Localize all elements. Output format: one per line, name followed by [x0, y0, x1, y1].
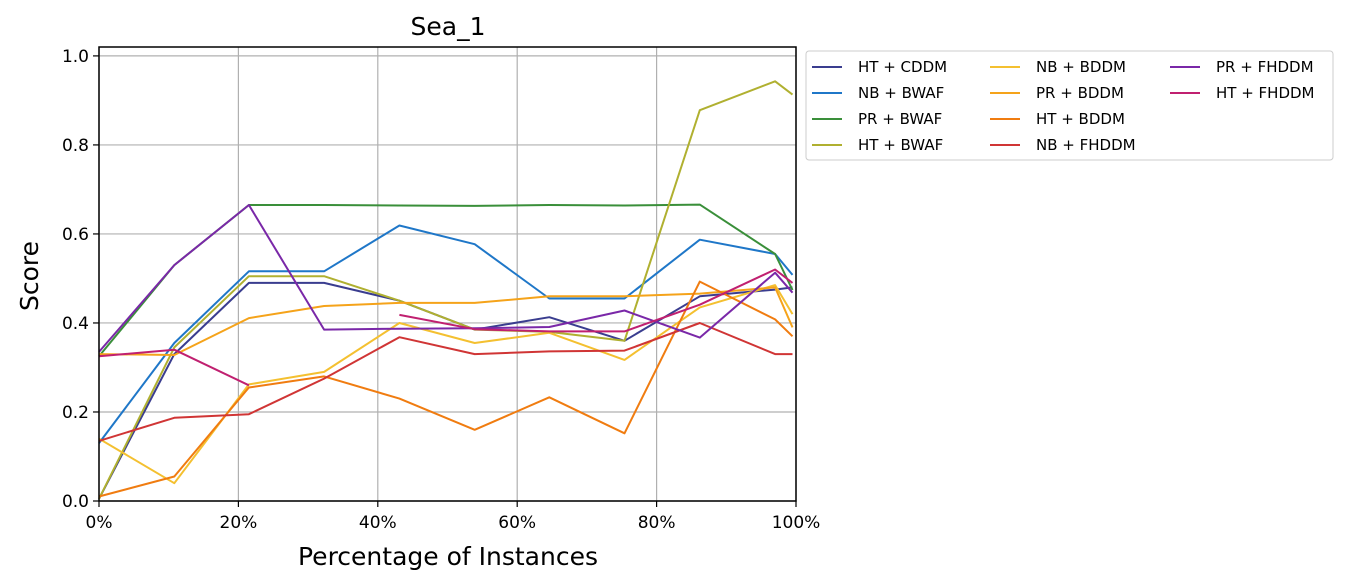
x-axis-title: Percentage of Instances	[298, 542, 598, 571]
chart-title: Sea_1	[411, 12, 486, 41]
legend-label-nb-bwaf: NB + BWAF	[858, 84, 944, 102]
plot-frame	[98, 46, 797, 502]
y-tick-label: 0.8	[62, 136, 89, 156]
series-line-nb-fhddm	[98, 322, 793, 442]
series-line-ht-bddm	[98, 280, 794, 498]
series-line-pr-fhddm	[98, 204, 794, 353]
series-line-ht-bwaf	[98, 80, 794, 500]
legend-label-nb-bddm: NB + BDDM	[1036, 58, 1126, 76]
x-tick-label: 80%	[638, 513, 676, 533]
legend: HT + CDDM NB + BWAF PR + BWAF HT + BWAF NB +…	[805, 50, 1334, 161]
legend-label-nb-fhddm: NB + FHDDM	[1036, 136, 1136, 154]
tick-layer: 0% 20% 40% 60% 80% 100% 0.0 0.2 0.4 0.6 0.8 1.0	[62, 47, 820, 533]
series-layer	[98, 80, 794, 500]
legend-label-ht-cddm: HT + CDDM	[858, 58, 947, 76]
x-tick-label: 20%	[220, 513, 258, 533]
series-line-nb-bwaf	[98, 224, 794, 444]
x-tick-label: 0%	[86, 513, 113, 533]
y-tick-label: 0.0	[62, 492, 89, 512]
y-tick-label: 0.4	[62, 314, 89, 334]
y-tick-label: 0.2	[62, 403, 89, 423]
series-line-pr-bddm	[98, 286, 794, 356]
legend-label-pr-bddm: PR + BDDM	[1036, 84, 1124, 102]
legend-label-pr-fhddm: PR + FHDDM	[1216, 58, 1314, 76]
legend-label-ht-fhddm: HT + FHDDM	[1216, 84, 1315, 102]
x-tick-label: 60%	[498, 513, 536, 533]
y-axis-title: Score	[15, 241, 44, 311]
series-line-ht-fhddm	[399, 268, 794, 333]
series-line-ht-fhddm	[98, 348, 250, 387]
y-tick-label: 1.0	[62, 47, 89, 67]
grid-layer	[98, 47, 797, 502]
legend-frame	[805, 50, 1334, 161]
x-tick-label: 100%	[772, 513, 821, 533]
y-tick-label: 0.6	[62, 225, 89, 245]
x-tick-label: 40%	[359, 513, 397, 533]
legend-label-pr-bwaf: PR + BWAF	[858, 110, 942, 128]
legend-label-ht-bddm: HT + BDDM	[1036, 110, 1125, 128]
legend-label-ht-bwaf: HT + BWAF	[858, 136, 943, 154]
